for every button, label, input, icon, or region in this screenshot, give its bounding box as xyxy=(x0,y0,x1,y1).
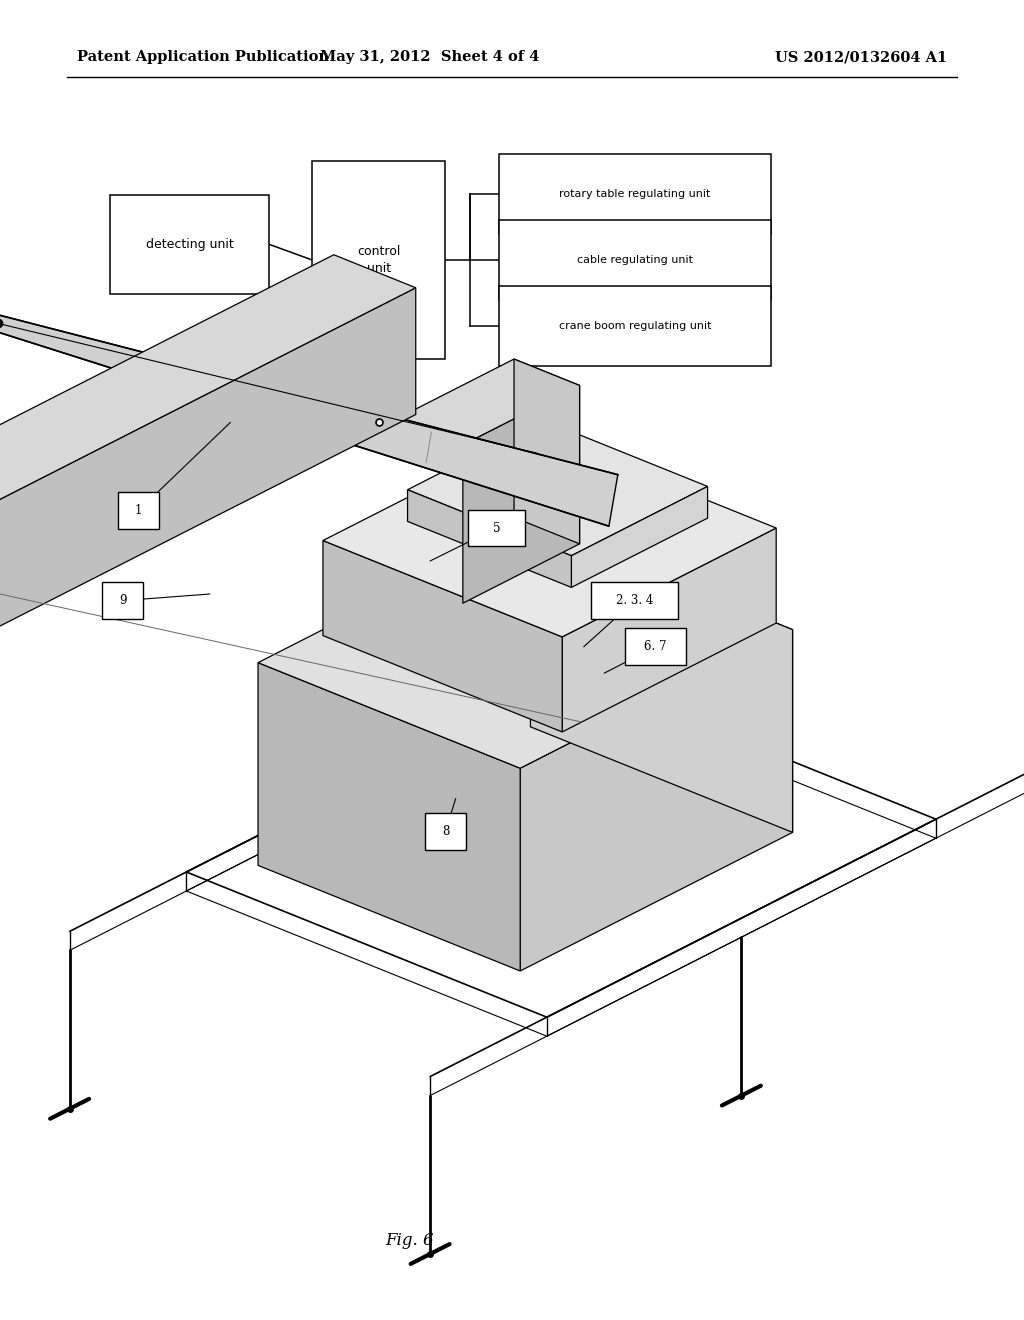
Text: Fig. 5: Fig. 5 xyxy=(385,430,434,446)
Text: cable regulating unit: cable regulating unit xyxy=(577,255,693,265)
FancyBboxPatch shape xyxy=(625,628,686,665)
Text: Fig. 6: Fig. 6 xyxy=(385,1233,434,1249)
FancyBboxPatch shape xyxy=(111,195,268,294)
Polygon shape xyxy=(408,420,708,556)
Text: crane boom regulating unit: crane boom regulating unit xyxy=(559,321,711,331)
Polygon shape xyxy=(463,385,580,603)
FancyBboxPatch shape xyxy=(312,161,445,359)
Polygon shape xyxy=(520,630,793,972)
FancyBboxPatch shape xyxy=(500,154,770,234)
Text: detecting unit: detecting unit xyxy=(145,238,233,251)
Text: 2. 3. 4: 2. 3. 4 xyxy=(616,594,653,607)
Text: 5: 5 xyxy=(493,521,501,535)
Polygon shape xyxy=(323,541,562,731)
Polygon shape xyxy=(408,490,571,587)
Text: 8: 8 xyxy=(441,825,450,838)
Polygon shape xyxy=(0,255,416,525)
Text: 1: 1 xyxy=(134,504,142,517)
Polygon shape xyxy=(571,487,708,587)
Text: 9: 9 xyxy=(119,594,127,607)
FancyBboxPatch shape xyxy=(592,582,678,619)
Polygon shape xyxy=(258,663,520,972)
Polygon shape xyxy=(397,359,580,445)
FancyBboxPatch shape xyxy=(118,492,159,529)
FancyBboxPatch shape xyxy=(425,813,466,850)
FancyBboxPatch shape xyxy=(102,582,143,619)
Text: US 2012/0132604 A1: US 2012/0132604 A1 xyxy=(775,50,947,65)
Text: May 31, 2012  Sheet 4 of 4: May 31, 2012 Sheet 4 of 4 xyxy=(321,50,540,65)
FancyBboxPatch shape xyxy=(468,510,524,546)
Polygon shape xyxy=(0,288,416,652)
Polygon shape xyxy=(0,315,617,527)
FancyBboxPatch shape xyxy=(500,286,770,366)
Polygon shape xyxy=(530,524,793,833)
Polygon shape xyxy=(562,528,776,731)
FancyBboxPatch shape xyxy=(500,220,770,300)
Polygon shape xyxy=(258,524,793,768)
Text: Patent Application Publication: Patent Application Publication xyxy=(77,50,329,65)
Text: control
unit: control unit xyxy=(357,246,400,275)
Text: 6. 7: 6. 7 xyxy=(644,640,667,653)
Polygon shape xyxy=(323,432,776,636)
Polygon shape xyxy=(514,359,580,544)
Text: rotary table regulating unit: rotary table regulating unit xyxy=(559,189,711,199)
